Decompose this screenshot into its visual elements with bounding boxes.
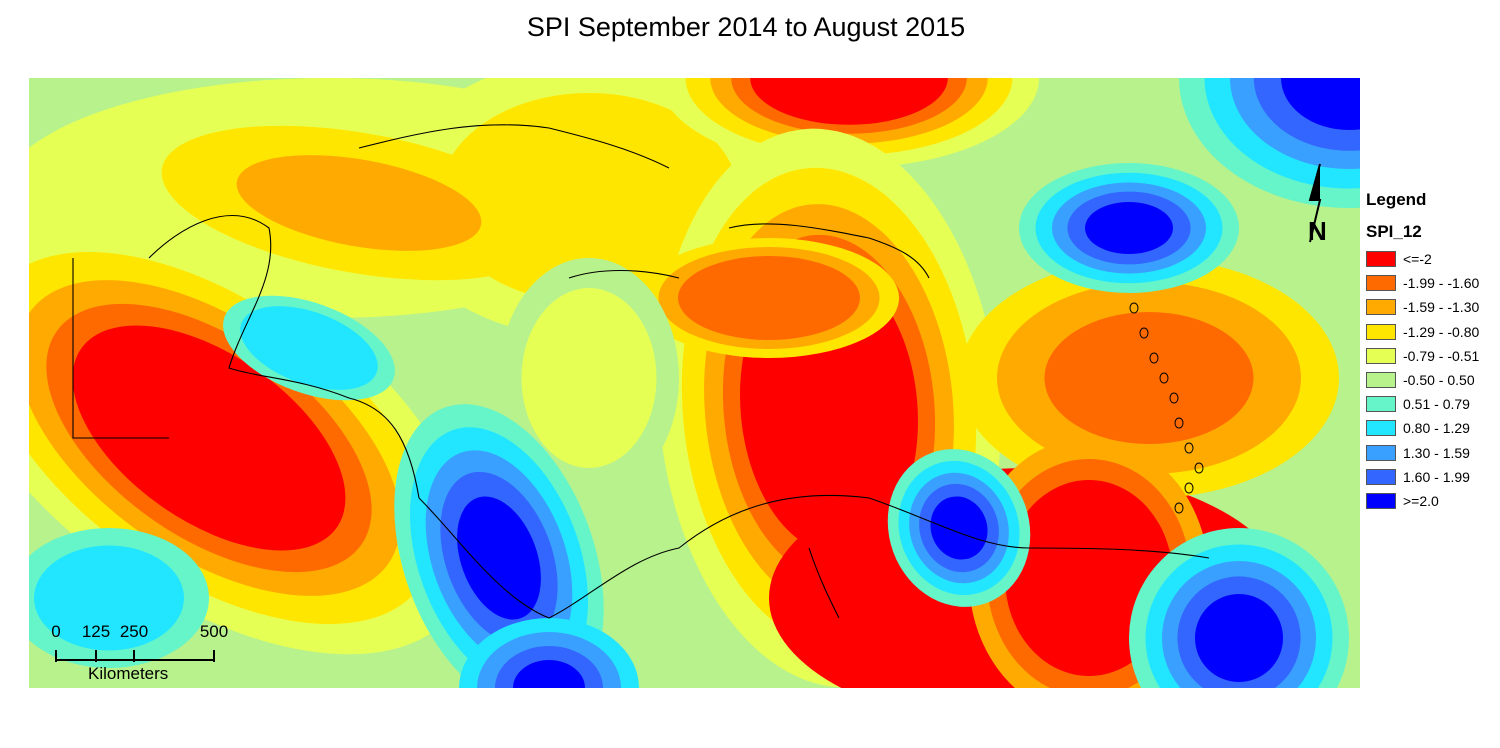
legend-label: 1.30 - 1.59 (1403, 444, 1470, 461)
legend-label: -1.59 - -1.30 (1403, 299, 1480, 316)
legend-item: -0.50 - 0.50 (1366, 368, 1496, 392)
spi-contour-zone (930, 496, 988, 560)
legend-label: -0.50 - 0.50 (1403, 372, 1475, 389)
spi-contour-zone (678, 256, 860, 340)
island-outline (1129, 302, 1139, 314)
island-outline (1174, 502, 1184, 514)
scale-tick-label: 250 (119, 622, 149, 641)
spi-map (29, 78, 1360, 688)
island-outline (1194, 462, 1204, 474)
scale-bar: 0 125 250 500 Kilometers (40, 622, 240, 683)
legend-field-name: SPI_12 (1366, 222, 1422, 241)
legend-label: >=2.0 (1403, 492, 1439, 509)
coastline (72, 258, 169, 439)
legend-label: 0.51 - 0.79 (1403, 396, 1470, 413)
legend-label: -1.29 - -0.80 (1403, 323, 1480, 340)
legend-item: -1.99 - -1.60 (1366, 271, 1496, 295)
legend-item: 0.51 - 0.79 (1366, 392, 1496, 416)
legend-swatch (1366, 372, 1396, 389)
island-outline (1139, 327, 1149, 339)
spi-contour-zone (750, 78, 948, 125)
legend-swatch (1366, 444, 1396, 461)
legend-item: 0.80 - 1.29 (1366, 416, 1496, 440)
coastline (418, 494, 1210, 619)
legend: Legend SPI_12 <=-2 -1.99 - -1.60 -1.59 - -… (1366, 190, 1496, 513)
legend-swatch (1366, 347, 1396, 364)
spi-contour-zone (34, 545, 184, 651)
legend-item: -1.59 - -1.30 (1366, 295, 1496, 319)
spi-contour-zone (513, 660, 585, 688)
legend-item: 1.60 - 1.99 (1366, 465, 1496, 489)
island-outline (1184, 442, 1194, 454)
legend-item: >=2.0 (1366, 489, 1496, 513)
island-outline (1184, 482, 1194, 494)
legend-item: <=-2 (1366, 247, 1496, 271)
legend-label: -1.99 - -1.60 (1403, 275, 1480, 292)
spi-contour-zone (240, 306, 378, 390)
island-outline (1149, 352, 1159, 364)
spi-contour-zone (1195, 594, 1283, 682)
coastline (568, 270, 680, 279)
scale-tick-label: 500 (199, 622, 229, 641)
legend-swatch (1366, 299, 1396, 316)
map-title: SPI September 2014 to August 2015 (526, 12, 966, 42)
legend-title: Legend (1366, 190, 1427, 209)
spi-contour-zone (1085, 202, 1173, 254)
coastline (728, 223, 930, 279)
spi-contour-zone (457, 496, 541, 620)
spi-contour-map (29, 78, 1360, 688)
spi-contour-zone (521, 288, 657, 468)
legend-swatch (1366, 420, 1396, 437)
legend-items: <=-2 -1.99 - -1.60 -1.59 - -1.30 -1.29 - -0… (1366, 247, 1496, 513)
island-outline (1174, 417, 1184, 429)
north-arrow-icon: N (1300, 160, 1334, 251)
legend-label: -0.79 - -0.51 (1403, 347, 1480, 364)
legend-item: -1.29 - -0.80 (1366, 320, 1496, 344)
legend-label: <=-2 (1403, 251, 1432, 268)
legend-label: 0.80 - 1.29 (1403, 420, 1470, 437)
legend-swatch (1366, 323, 1396, 340)
spi-contour-zone (236, 155, 482, 251)
legend-swatch (1366, 251, 1396, 268)
coastline (358, 124, 670, 169)
scale-unit-label: Kilometers (88, 664, 169, 683)
scale-bar-graphic (55, 650, 215, 662)
legend-swatch (1366, 492, 1396, 509)
spi-contour-zone (1281, 78, 1360, 130)
spi-contour-zone (1044, 312, 1254, 444)
scale-tick-label: 0 (51, 622, 61, 641)
scale-tick-label: 125 (81, 622, 111, 641)
legend-swatch (1366, 396, 1396, 413)
legend-item: 1.30 - 1.59 (1366, 441, 1496, 465)
island-outline (1159, 372, 1169, 384)
legend-label: 1.60 - 1.99 (1403, 468, 1470, 485)
island-outline (1169, 392, 1179, 404)
coastline (148, 215, 420, 499)
legend-item: -0.79 - -0.51 (1366, 344, 1496, 368)
legend-swatch (1366, 275, 1396, 292)
coastline (808, 547, 840, 619)
north-arrow-label: N (1308, 216, 1327, 246)
spi-contour-zone (72, 325, 346, 551)
legend-swatch (1366, 468, 1396, 485)
